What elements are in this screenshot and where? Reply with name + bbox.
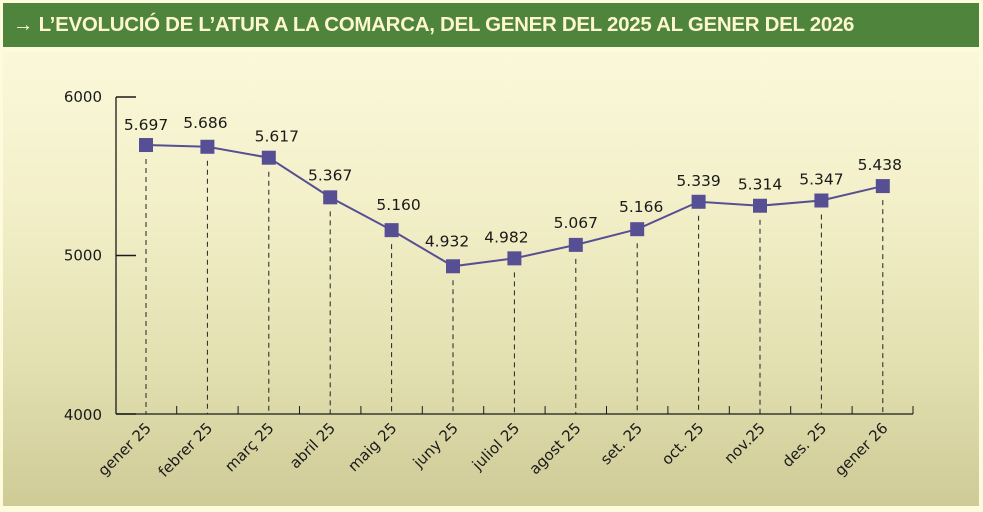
chart-header: → L’EVOLUCIÓ DE L’ATUR A LA COMARCA, DEL… xyxy=(3,3,979,47)
data-point-marker xyxy=(814,193,829,208)
data-label: 5.314 xyxy=(738,176,782,194)
x-tick-label: abril 25 xyxy=(286,419,339,472)
y-tick-label: 5000 xyxy=(64,247,102,265)
data-point-marker xyxy=(875,179,890,194)
x-tick-labels: gener 25 febrer 25 març 25 abril 25 maig 25 j… xyxy=(94,419,891,481)
data-point-marker xyxy=(384,223,399,238)
x-tick-label: set. 25 xyxy=(597,419,646,468)
y-axis: 4000 5000 6000 xyxy=(64,88,136,424)
data-markers xyxy=(139,138,890,274)
data-label: 5.166 xyxy=(619,198,663,216)
x-tick-label: agost 25 xyxy=(526,419,585,478)
drop-lines xyxy=(145,159,884,414)
data-label: 5.339 xyxy=(676,172,720,190)
data-label: 5.367 xyxy=(308,166,352,184)
series-polyline xyxy=(145,144,884,268)
data-point-marker xyxy=(323,190,338,205)
data-point-marker xyxy=(446,259,460,274)
x-tick-label: juliol 25 xyxy=(468,419,523,474)
series-line xyxy=(145,144,884,268)
data-point-marker xyxy=(568,237,583,252)
x-tick-label: juny 25 xyxy=(409,419,462,472)
data-point-marker xyxy=(139,138,153,153)
data-label: 5.160 xyxy=(376,196,420,214)
x-tick-label: maig 25 xyxy=(344,419,400,475)
data-point-marker xyxy=(507,251,522,266)
data-label: 5.347 xyxy=(799,171,843,189)
data-point-marker xyxy=(200,139,215,154)
data-label: 5.686 xyxy=(183,114,227,132)
x-tick-label: gener 25 xyxy=(94,419,154,479)
x-tick-label: des. 25 xyxy=(778,419,830,471)
data-label: 4.932 xyxy=(425,232,469,250)
data-label: 5.438 xyxy=(858,156,902,174)
x-tick-label: febrer 25 xyxy=(155,419,217,481)
x-tick-label: gener 26 xyxy=(831,419,891,479)
chart-panel xyxy=(3,52,979,506)
data-point-marker xyxy=(691,194,706,209)
data-label: 4.982 xyxy=(484,228,528,246)
x-tick-label: març 25 xyxy=(221,419,277,475)
data-label: 5.697 xyxy=(124,116,168,134)
x-tick-label: nov.25 xyxy=(721,419,769,467)
chart-title: → L’EVOLUCIÓ DE L’ATUR A LA COMARCA, DEL… xyxy=(13,13,855,36)
y-tick-label: 6000 xyxy=(64,88,102,106)
data-label: 5.067 xyxy=(554,214,598,232)
x-tick-label: oct. 25 xyxy=(658,419,707,468)
data-point-marker xyxy=(753,198,767,213)
data-labels: 5.697 5.686 5.617 5.367 5.160 4.932 4.982 5.067… xyxy=(124,114,902,251)
data-point-marker xyxy=(261,150,276,165)
data-label: 5.617 xyxy=(255,128,299,146)
x-axis xyxy=(116,406,914,415)
y-tick-label: 4000 xyxy=(64,406,102,424)
data-point-marker xyxy=(630,222,645,237)
